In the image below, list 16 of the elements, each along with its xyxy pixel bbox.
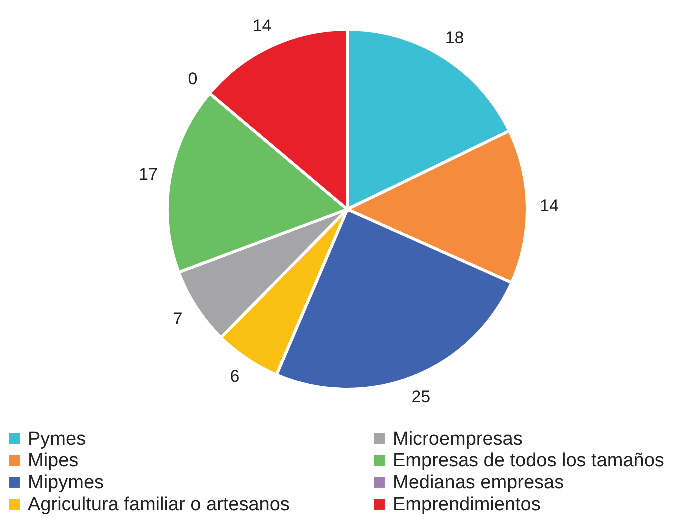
text: 0: [188, 69, 198, 88]
legend-label: Emprendimientos: [393, 494, 541, 516]
legend-label: Medianas empresas: [393, 472, 564, 494]
data-label: 14: [540, 196, 559, 216]
data-label: 25: [412, 388, 431, 407]
data-label: 7: [173, 309, 183, 328]
data-label: 6: [230, 367, 240, 386]
data-label: 17: [138, 165, 158, 184]
legend-label: Pymes: [28, 428, 86, 450]
data-label: 14: [252, 16, 272, 36]
legend-label: Mipymes: [28, 472, 104, 494]
data-label: 18: [445, 28, 464, 48]
legend-label: Microempresas: [393, 428, 523, 450]
legend-label: Agricultura familiar o artesanos: [28, 494, 290, 516]
legend-label: Mipes: [28, 450, 79, 472]
legend-label: Empresas de todos los tamaños: [393, 450, 664, 472]
